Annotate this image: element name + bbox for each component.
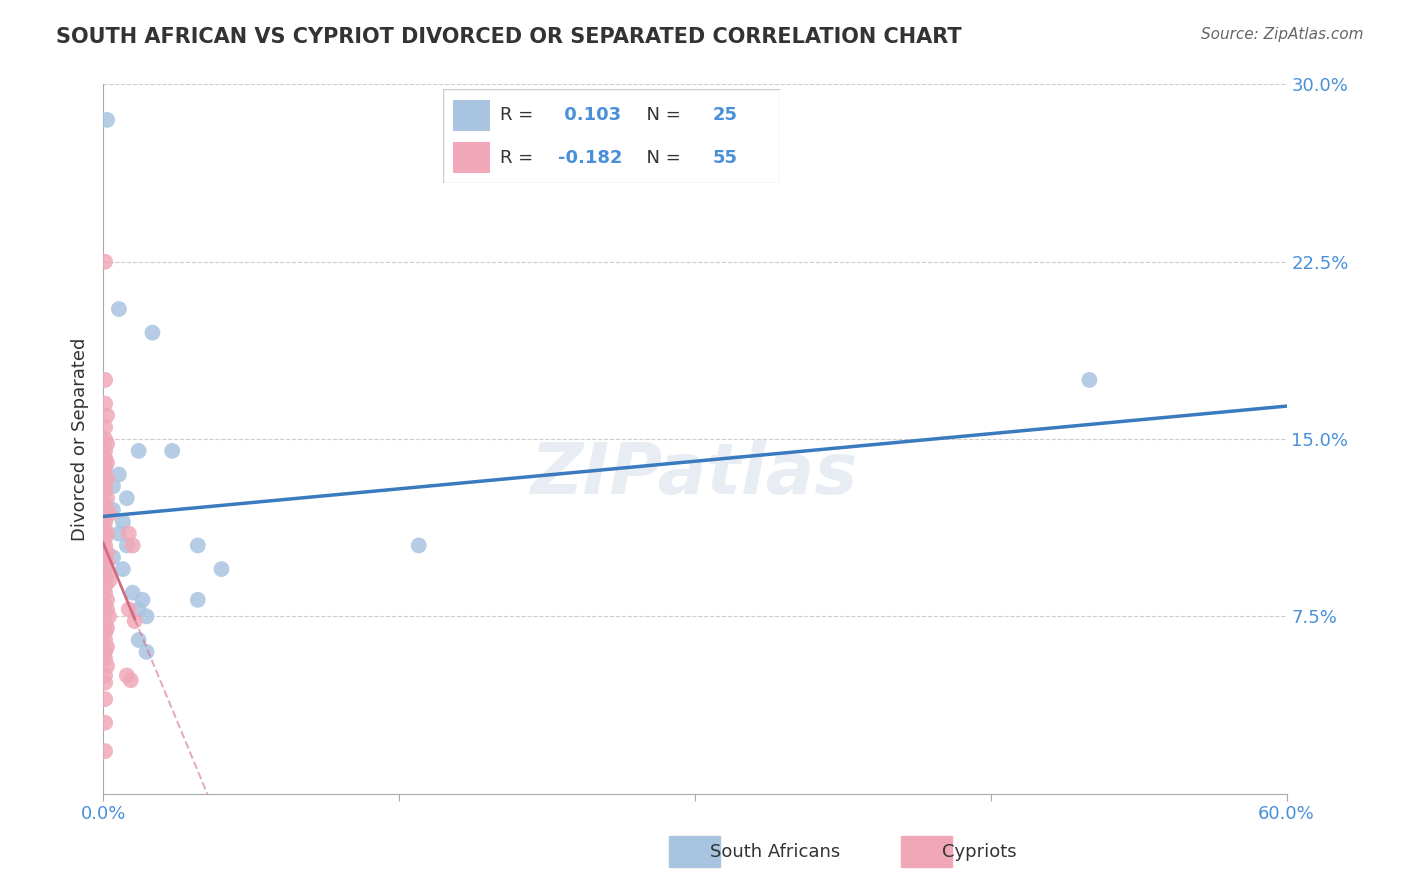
Point — [98, 609, 121, 624]
Point — [96, 526, 118, 541]
Point — [94, 450, 117, 465]
Point — [108, 467, 131, 482]
Point — [94, 254, 117, 268]
Point — [187, 538, 209, 552]
Point — [96, 555, 118, 569]
Point — [128, 602, 150, 616]
Point — [98, 508, 121, 522]
Point — [94, 579, 117, 593]
Y-axis label: Divorced or Separated: Divorced or Separated — [72, 337, 89, 541]
Point — [108, 301, 131, 316]
Point — [128, 632, 150, 647]
Text: Source: ZipAtlas.com: Source: ZipAtlas.com — [1201, 27, 1364, 42]
Point — [94, 562, 117, 576]
Text: SOUTH AFRICAN VS CYPRIOT DIVORCED OR SEPARATED CORRELATION CHART: SOUTH AFRICAN VS CYPRIOT DIVORCED OR SEP… — [56, 27, 962, 46]
Point — [94, 744, 117, 758]
Point — [135, 645, 157, 659]
Point — [94, 550, 117, 565]
Point — [101, 503, 124, 517]
Text: 55: 55 — [713, 149, 738, 167]
Point — [96, 456, 118, 470]
Point — [94, 532, 117, 546]
Point — [96, 569, 118, 583]
Point — [94, 443, 117, 458]
Point — [211, 562, 233, 576]
Point — [124, 614, 146, 628]
Text: R =: R = — [501, 106, 540, 124]
Text: -0.182: -0.182 — [558, 149, 621, 167]
Point — [101, 550, 124, 565]
Point — [94, 598, 117, 612]
Text: ZIPatlas: ZIPatlas — [531, 440, 859, 509]
Point — [94, 484, 117, 499]
Point — [94, 632, 117, 647]
Point — [94, 432, 117, 446]
Point — [96, 592, 118, 607]
Point — [108, 526, 131, 541]
Point — [118, 602, 141, 616]
Point — [96, 437, 118, 451]
Point — [96, 621, 118, 635]
Text: N =: N = — [636, 106, 686, 124]
Text: South Africans: South Africans — [710, 843, 841, 861]
Point — [96, 503, 118, 517]
Point — [96, 491, 118, 505]
Point — [111, 562, 134, 576]
Point — [94, 645, 117, 659]
Point — [94, 522, 117, 536]
Point — [94, 626, 117, 640]
Point — [111, 515, 134, 529]
Point — [131, 592, 153, 607]
Text: N =: N = — [636, 149, 686, 167]
FancyBboxPatch shape — [453, 142, 491, 173]
Point — [96, 602, 118, 616]
Point — [94, 479, 117, 493]
Point — [115, 491, 138, 505]
Text: R =: R = — [501, 149, 540, 167]
Point — [94, 668, 117, 682]
Point — [160, 443, 183, 458]
FancyBboxPatch shape — [443, 89, 780, 183]
Point — [120, 673, 142, 688]
Point — [96, 640, 118, 654]
Point — [1078, 373, 1101, 387]
Point — [187, 592, 209, 607]
Point — [408, 538, 430, 552]
Point — [128, 443, 150, 458]
Point — [94, 467, 117, 482]
Point — [94, 538, 117, 552]
Point — [121, 538, 143, 552]
Point — [96, 112, 118, 127]
Point — [94, 396, 117, 410]
Point — [115, 538, 138, 552]
Point — [94, 420, 117, 434]
Point — [101, 479, 124, 493]
Point — [94, 585, 117, 599]
Point — [121, 585, 143, 599]
Text: Cypriots: Cypriots — [942, 843, 1017, 861]
Point — [94, 675, 117, 690]
Point — [118, 526, 141, 541]
Point — [94, 652, 117, 666]
Point — [94, 515, 117, 529]
Point — [94, 692, 117, 706]
Point — [96, 472, 118, 486]
Point — [94, 460, 117, 475]
Point — [115, 668, 138, 682]
Point — [94, 373, 117, 387]
Point — [98, 574, 121, 588]
FancyBboxPatch shape — [453, 100, 491, 131]
Point — [96, 659, 118, 673]
Point — [94, 498, 117, 512]
Point — [141, 326, 163, 340]
Point — [96, 409, 118, 423]
Text: 0.103: 0.103 — [558, 106, 620, 124]
Point — [96, 545, 118, 559]
Point — [135, 609, 157, 624]
Text: 25: 25 — [713, 106, 738, 124]
Point — [94, 616, 117, 631]
Point — [94, 715, 117, 730]
